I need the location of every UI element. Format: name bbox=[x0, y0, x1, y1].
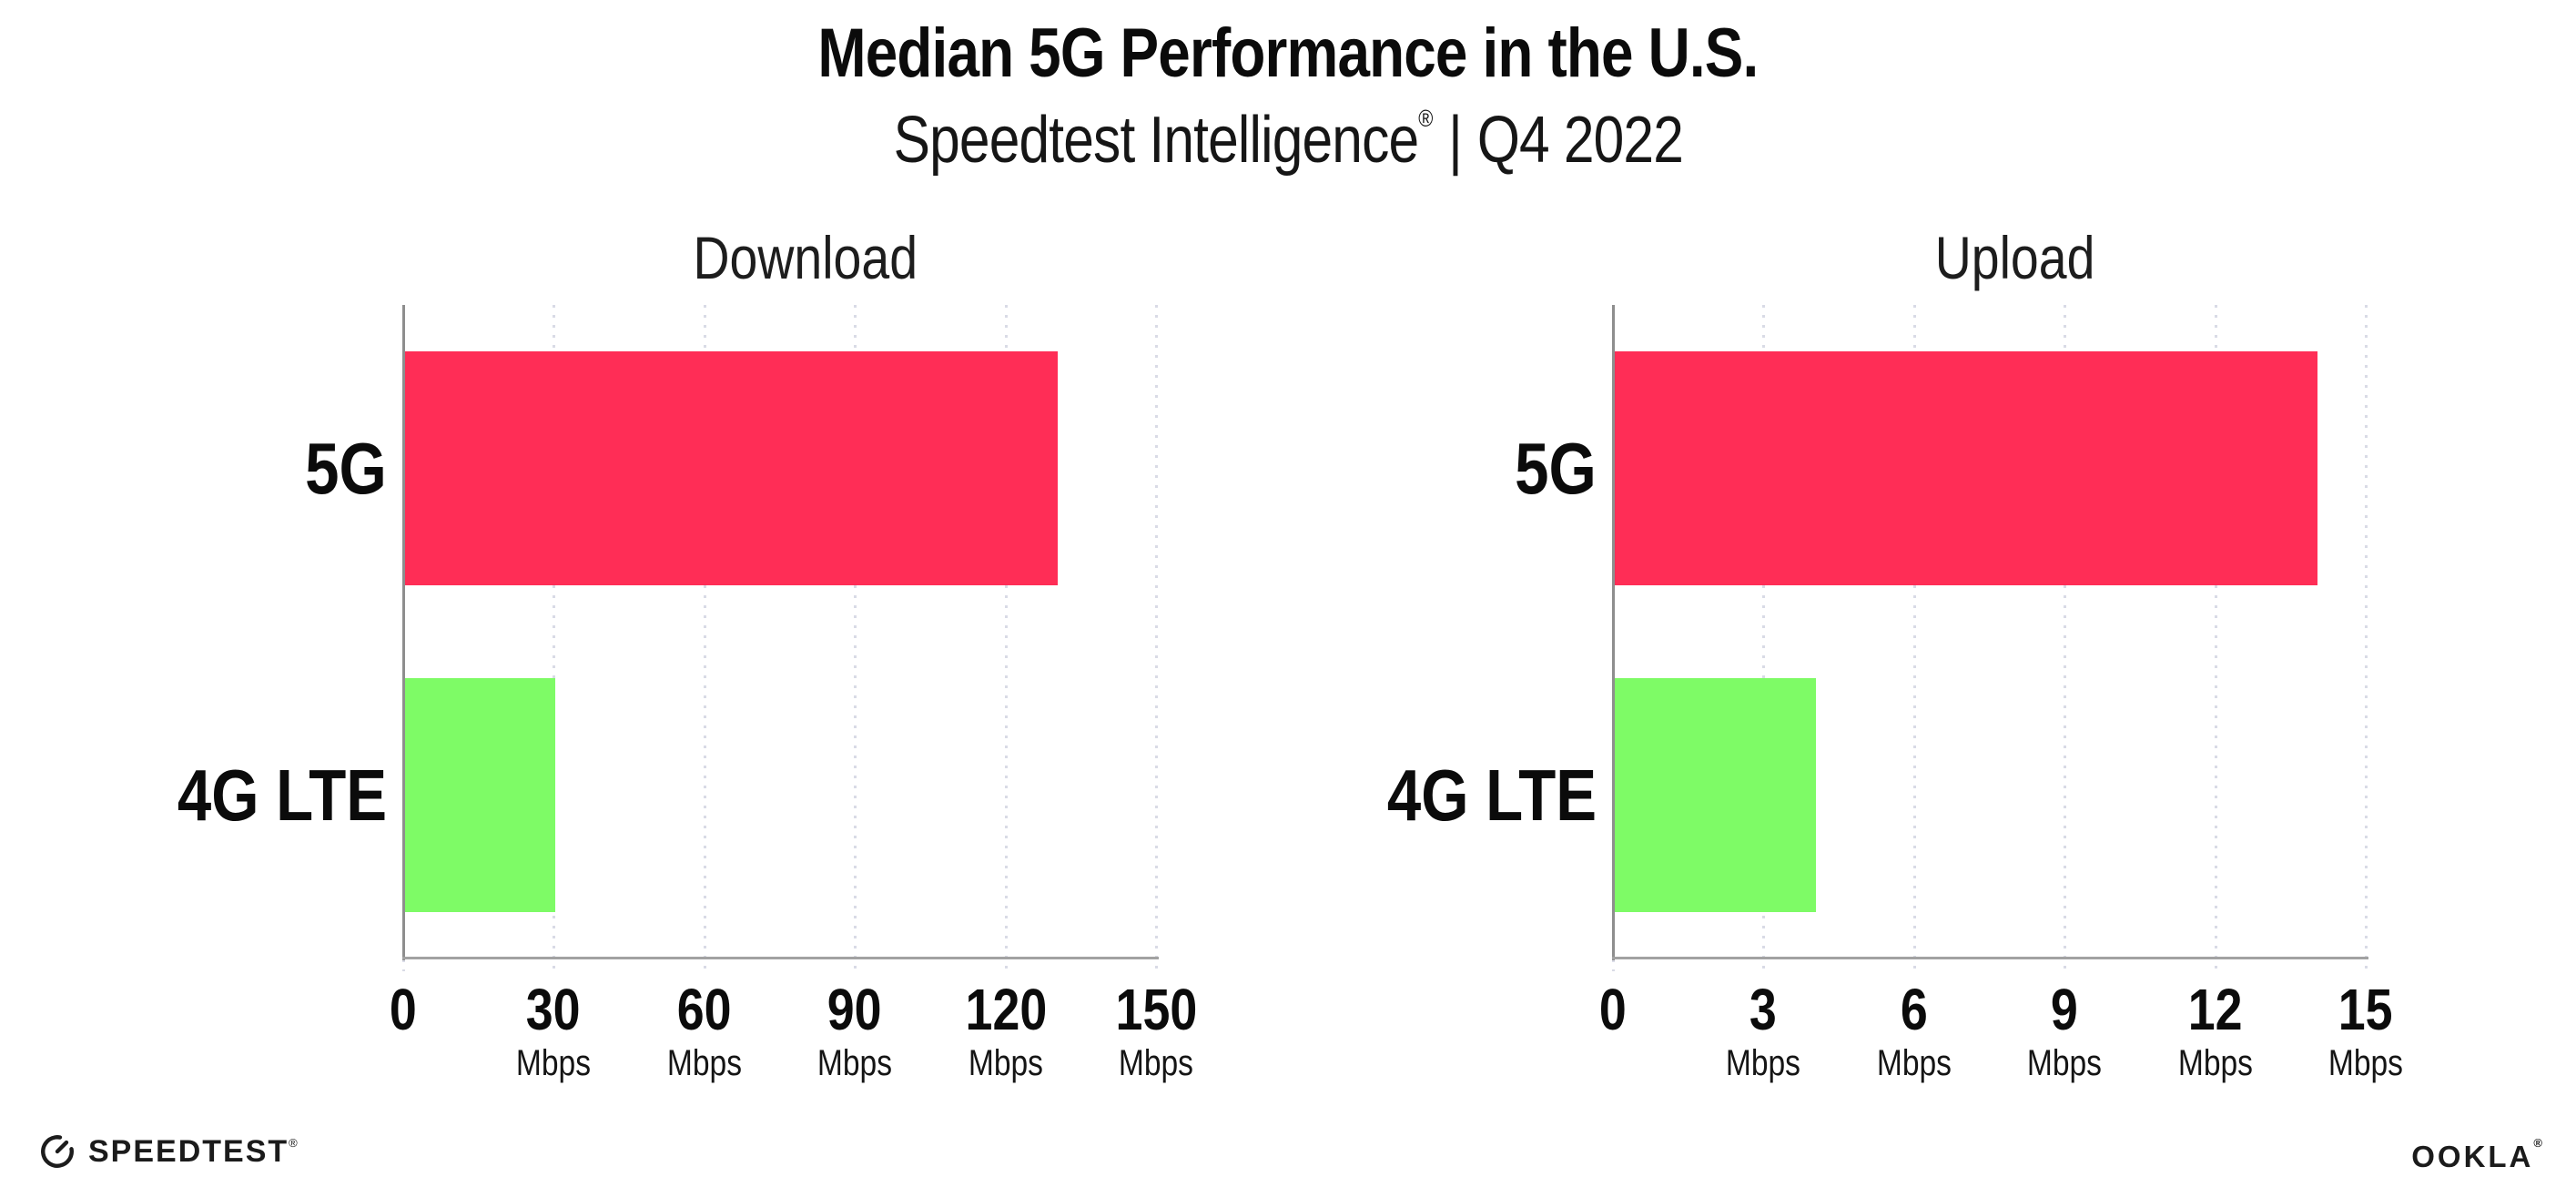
x-tick-value: 0 bbox=[1599, 977, 1627, 1042]
gridline-120-mbps bbox=[1005, 305, 1008, 970]
category-label-4g-lte-download: 4G LTE bbox=[0, 750, 387, 841]
x-tick-value: 30 bbox=[526, 977, 581, 1042]
x-tick-value: 3 bbox=[1749, 977, 1777, 1042]
subtitle-period: Q4 2022 bbox=[1476, 104, 1684, 177]
x-tick-value: 60 bbox=[677, 977, 732, 1042]
x-tick-label-12: 12 bbox=[2134, 979, 2297, 1040]
panel-title-upload: Upload bbox=[1638, 221, 2393, 294]
category-label-text: 4G LTE bbox=[1386, 754, 1597, 836]
gridline-0-mbps bbox=[1612, 959, 1615, 971]
x-tick-unit-text: Mbps bbox=[968, 1043, 1044, 1083]
x-tick-unit-text: Mbps bbox=[2328, 1043, 2404, 1083]
x-tick-unit-3: Mbps bbox=[1681, 1042, 1845, 1084]
x-tick-label-9: 9 bbox=[1983, 979, 2146, 1040]
x-tick-label-0: 0 bbox=[1531, 979, 1695, 1040]
ookla-logo-text: OOKLA bbox=[2411, 1140, 2534, 1173]
x-tick-value: 150 bbox=[1115, 977, 1197, 1042]
x-tick-value: 0 bbox=[390, 977, 417, 1042]
page-title: Median 5G Performance in the U.S. bbox=[0, 15, 2576, 93]
x-tick-unit-text: Mbps bbox=[2177, 1043, 2254, 1083]
panel-title-download: Download bbox=[428, 221, 1183, 294]
panel-title-text-download: Download bbox=[693, 224, 918, 291]
x-tick-label-0: 0 bbox=[321, 979, 485, 1040]
gridline-30-mbps bbox=[553, 305, 555, 970]
x-axis-download bbox=[402, 957, 1159, 959]
gridline-60-mbps bbox=[704, 305, 706, 970]
x-tick-value: 90 bbox=[827, 977, 882, 1042]
bar-4g-lte-download bbox=[405, 678, 555, 912]
x-tick-label-90: 90 bbox=[773, 979, 937, 1040]
x-tick-label-150: 150 bbox=[1074, 979, 1238, 1040]
category-label-text: 5G bbox=[1515, 427, 1597, 509]
category-label-4g-lte-upload: 4G LTE bbox=[1196, 750, 1597, 841]
gridline-3-mbps bbox=[1762, 305, 1765, 970]
x-tick-unit-text: Mbps bbox=[666, 1043, 743, 1083]
x-tick-unit-12: Mbps bbox=[2134, 1042, 2297, 1084]
x-tick-label-6: 6 bbox=[1832, 979, 1996, 1040]
gridline-12-mbps bbox=[2215, 305, 2217, 970]
x-tick-unit-30: Mbps bbox=[472, 1042, 635, 1084]
x-tick-value: 6 bbox=[1901, 977, 1928, 1042]
category-label-5g-upload: 5G bbox=[1196, 423, 1597, 514]
x-tick-unit-text: Mbps bbox=[1118, 1043, 1194, 1083]
speedtest-logo: SPEEDTEST ® bbox=[38, 1132, 298, 1171]
x-tick-unit-text: Mbps bbox=[1725, 1043, 1801, 1083]
bar-5g-upload bbox=[1615, 351, 2317, 585]
x-tick-unit-9: Mbps bbox=[1983, 1042, 2146, 1084]
x-tick-value: 15 bbox=[2338, 977, 2393, 1042]
x-tick-unit-60: Mbps bbox=[623, 1042, 786, 1084]
gridline-6-mbps bbox=[1913, 305, 1916, 970]
gridline-150-mbps bbox=[1155, 305, 1158, 970]
registered-mark: ® bbox=[1417, 105, 1434, 132]
x-tick-unit-150: Mbps bbox=[1074, 1042, 1238, 1084]
category-label-text: 5G bbox=[305, 427, 387, 509]
x-tick-label-120: 120 bbox=[924, 979, 1088, 1040]
gridline-0-mbps bbox=[402, 959, 405, 971]
page-subtitle: Speedtest Intelligence® | Q4 2022 bbox=[0, 93, 2576, 178]
x-axis-upload bbox=[1612, 957, 2368, 959]
gridline-90-mbps bbox=[854, 305, 857, 970]
download-chart: Download 5G 4G LTE 0 30 Mbps 60 Mbps 90 Mbps 120 Mb… bbox=[177, 224, 1197, 1083]
x-tick-unit-text: Mbps bbox=[816, 1043, 893, 1083]
speedtest-gauge-icon bbox=[41, 1135, 74, 1168]
x-tick-unit-text: Mbps bbox=[515, 1043, 592, 1083]
speedtest-registered-mark: ® bbox=[289, 1135, 298, 1150]
bar-4g-lte-upload bbox=[1615, 678, 1816, 912]
upload-chart: Upload 5G 4G LTE 0 3 Mbps 6 Mbps 9 Mbps 12 Mbps 15 Mb… bbox=[1387, 224, 2403, 1083]
x-tick-unit-text: Mbps bbox=[2026, 1043, 2103, 1083]
gridline-9-mbps bbox=[2064, 305, 2066, 970]
x-tick-unit-text: Mbps bbox=[1876, 1043, 1952, 1083]
category-label-text: 4G LTE bbox=[177, 754, 387, 836]
category-label-5g-download: 5G bbox=[0, 423, 387, 514]
y-axis-upload bbox=[1612, 305, 1615, 960]
x-tick-unit-6: Mbps bbox=[1832, 1042, 1996, 1084]
y-axis-download bbox=[402, 305, 405, 960]
gridline-15-mbps bbox=[2365, 305, 2368, 970]
x-tick-label-60: 60 bbox=[623, 979, 786, 1040]
subtitle-brand: Speedtest Intelligence bbox=[893, 104, 1419, 177]
x-tick-unit-90: Mbps bbox=[773, 1042, 937, 1084]
ookla-logo: OOKLA® bbox=[2411, 1136, 2545, 1174]
x-tick-label-3: 3 bbox=[1681, 979, 1845, 1040]
x-tick-value: 9 bbox=[2051, 977, 2078, 1042]
bar-5g-download bbox=[405, 351, 1058, 585]
subtitle-divider: | bbox=[1447, 104, 1463, 177]
x-tick-label-15: 15 bbox=[2284, 979, 2448, 1040]
x-tick-unit-120: Mbps bbox=[924, 1042, 1088, 1084]
x-tick-label-30: 30 bbox=[472, 979, 635, 1040]
x-tick-value: 12 bbox=[2188, 977, 2243, 1042]
ookla-registered-mark: ® bbox=[2533, 1136, 2545, 1150]
page-title-text: Median 5G Performance in the U.S. bbox=[817, 15, 1759, 92]
speedtest-logo-text: SPEEDTEST bbox=[88, 1133, 289, 1169]
x-tick-value: 120 bbox=[965, 977, 1047, 1042]
panel-title-text-upload: Upload bbox=[1935, 224, 2095, 291]
x-tick-unit-15: Mbps bbox=[2284, 1042, 2448, 1084]
